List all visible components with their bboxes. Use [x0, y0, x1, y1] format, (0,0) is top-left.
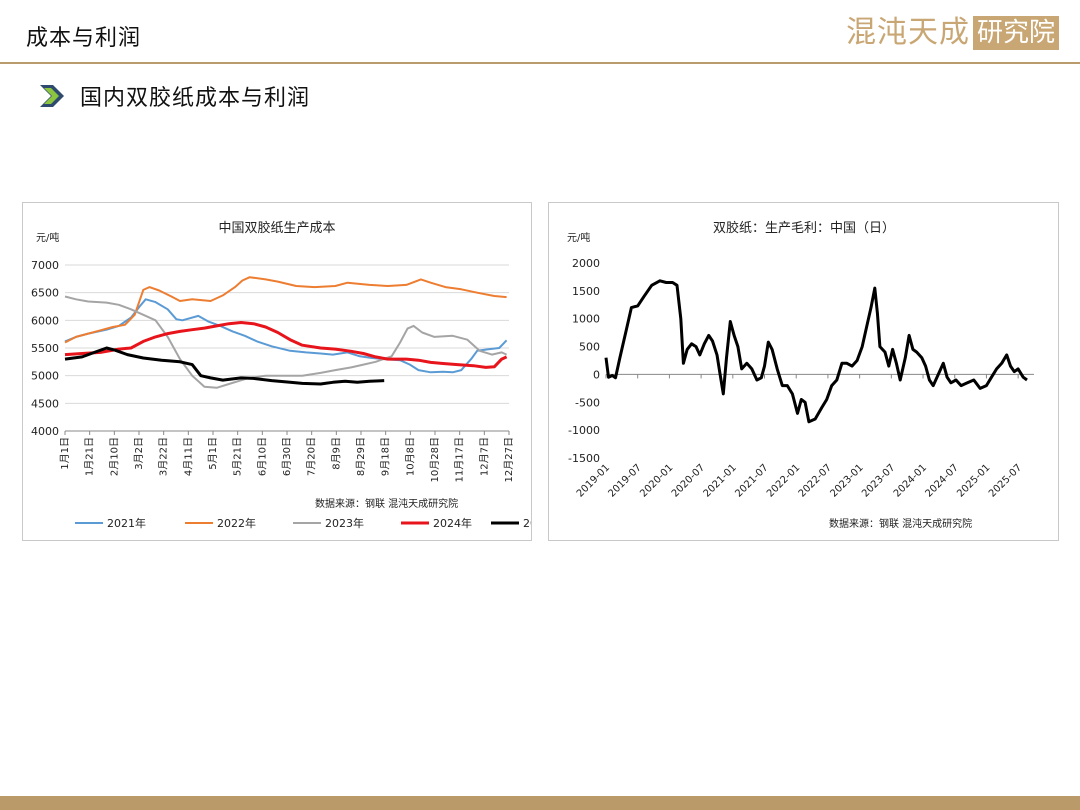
x-tick-label: 6月10日: [256, 437, 268, 476]
x-tick-label: 3月22日: [158, 437, 170, 476]
y-tick-label: -1500: [568, 452, 600, 465]
x-tick-label: 2024-01: [892, 462, 929, 499]
x-tick-label: 8月29日: [355, 437, 367, 476]
x-tick-label: 5月1日: [207, 437, 219, 470]
x-tick-label: 2月10日: [108, 437, 120, 476]
legend-label: 2021年: [107, 516, 146, 530]
legend-label: 2024年: [433, 516, 472, 530]
brand-main: 混沌天成: [846, 15, 970, 50]
header-title: 成本与利润: [26, 26, 142, 51]
y-tick-label: 2000: [572, 257, 600, 270]
x-tick-label: 2025-01: [955, 462, 992, 499]
x-tick-label: 2023-01: [828, 462, 865, 499]
y-tick-label: 5000: [31, 370, 59, 383]
x-tick-label: 10月8日: [404, 437, 416, 476]
x-tick-label: 2024-07: [924, 462, 961, 499]
y-tick-label: 0: [593, 368, 600, 381]
chevron-right-icon: [40, 85, 64, 107]
series-line-2022年: [64, 276, 507, 344]
x-tick-label: 3月2日: [133, 437, 145, 470]
profit-chart: 双胶纸：生产毛利：中国（日） 元/吨 2000 1500 1000 500 0 -500 -10…: [567, 220, 1034, 530]
y-tick-label: 4500: [31, 397, 59, 410]
x-tick-label: 2022-07: [797, 462, 834, 499]
y-tick-label: 6000: [31, 314, 59, 327]
section-heading: 国内双胶纸成本与利润: [38, 80, 310, 112]
x-tick-label: 2023-07: [860, 462, 897, 499]
series-line-2025年: [64, 346, 385, 386]
y-tick-label: 1000: [572, 313, 600, 326]
x-tick-label: 2020-07: [670, 462, 707, 499]
y-axis-label: 元/吨: [567, 231, 590, 244]
x-tick-label: 2019-07: [606, 462, 643, 499]
legend-label: 2025年: [523, 516, 531, 530]
y-tick-label: 4000: [31, 425, 59, 438]
x-tick-label: 12月27日: [503, 437, 515, 482]
footer-bar: [0, 796, 1080, 810]
x-tick-label: 9月18日: [380, 437, 392, 476]
x-tick-label: 8月9日: [330, 437, 342, 470]
source-note: 数据来源：钢联 混沌天成研究院: [315, 497, 458, 510]
brand-logo: 混沌天成 研究院: [846, 14, 1060, 52]
x-tick-label: 10月28日: [429, 437, 441, 482]
x-tick-label: 5月21日: [232, 437, 244, 476]
x-tick-label: 4月11日: [182, 437, 194, 476]
series-line-2024年: [64, 321, 508, 369]
x-tick-label: 2025-07: [987, 462, 1024, 499]
brand-box: 研究院: [973, 16, 1060, 50]
series-line-2021年: [64, 298, 508, 374]
chart-title: 中国双胶纸生产成本: [218, 220, 335, 236]
legend-label: 2023年: [325, 516, 364, 530]
chart-title: 双胶纸：生产毛利：中国（日）: [713, 220, 895, 236]
x-tick-label: 2021-01: [702, 462, 739, 499]
y-tick-label: -500: [575, 396, 600, 409]
x-tick-label: 1月21日: [84, 437, 96, 476]
x-tick-label: 11月17日: [454, 437, 466, 482]
x-tick-label: 2019-01: [575, 462, 612, 499]
x-tick-label: 2022-01: [765, 462, 802, 499]
section-title: 国内双胶纸成本与利润: [80, 86, 311, 111]
profit-chart-panel: 双胶纸：生产毛利：中国（日） 元/吨 2000 1500 1000 500 0 -500 -10…: [548, 202, 1059, 541]
header-divider: [0, 62, 1080, 64]
y-tick-label: 1500: [572, 285, 600, 298]
x-tick-label: 1月1日: [59, 437, 71, 470]
y-tick-label: 6500: [31, 287, 59, 300]
y-tick-label: 7000: [31, 259, 59, 272]
x-tick-label: 12月7日: [478, 437, 490, 476]
y-axis-label: 元/吨: [36, 231, 59, 244]
source-note: 数据来源：钢联 混沌天成研究院: [829, 517, 972, 530]
cost-chart-panel: 中国双胶纸生产成本元/吨 7000 6500 6000 5500 5000 4500 4000…: [22, 202, 562, 541]
series-line-2023年: [64, 295, 508, 389]
y-tick-label: 500: [579, 341, 600, 354]
y-tick-label: 5500: [31, 342, 59, 355]
x-tick-label: 7月20日: [306, 437, 318, 476]
x-tick-label: 6月30日: [281, 437, 293, 476]
x-tick-label: 2021-07: [733, 462, 770, 499]
series-line-profit: [604, 279, 1028, 424]
legend-label: 2022年: [217, 516, 256, 530]
x-tick-label: 2020-01: [638, 462, 675, 499]
y-tick-label: -1000: [568, 424, 600, 437]
